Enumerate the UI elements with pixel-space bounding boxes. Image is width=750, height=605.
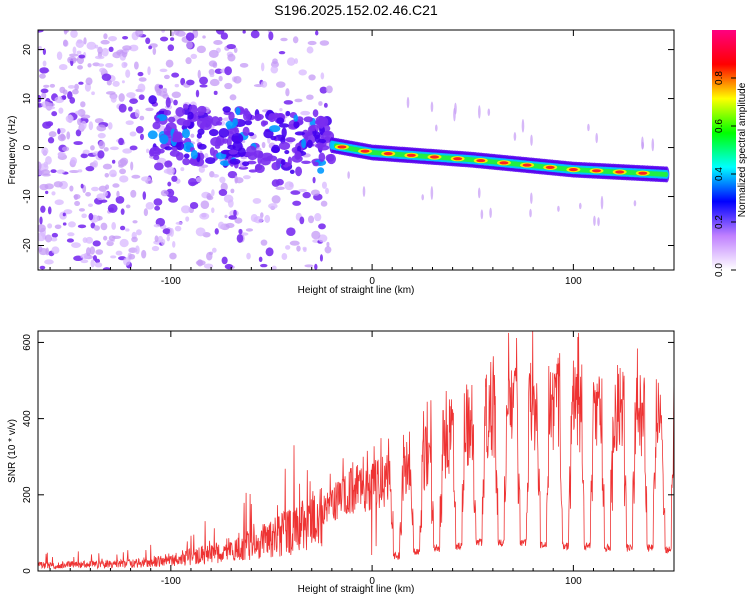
spectrogram-x-label: Height of straight line (km)	[298, 285, 415, 296]
snr-frame	[37, 330, 675, 572]
y-tick-label: 0	[22, 568, 33, 574]
snr-plot-area	[38, 331, 674, 571]
x-tick-label: -100	[161, 576, 181, 587]
y-tick-label: 0	[22, 144, 33, 150]
colorbar-gradient	[712, 30, 736, 270]
x-tick-label: 0	[369, 276, 375, 287]
y-tick-label: 10	[22, 93, 33, 105]
figure-title: S196.2025.152.02.46.C21	[274, 2, 438, 18]
y-tick-label: -10	[22, 189, 33, 204]
colorbar: 0.0 0.2 0.4 0.6 0.8 Normalized spectral ampl…	[712, 30, 748, 277]
colorbar-label: Normalized spectral amplitude	[737, 82, 748, 217]
spectrogram-y-ticks: -20 -10 0 10 20	[22, 44, 674, 253]
y-tick-label: 20	[22, 44, 33, 56]
y-tick-label: -20	[22, 238, 33, 253]
x-tick-label: 0	[369, 576, 375, 587]
snr-y-label: SNR (10 * v/v)	[7, 419, 18, 483]
colorbar-ticks: 0.0 0.2 0.4 0.6 0.8	[714, 71, 736, 277]
spectrogram-frame	[37, 29, 675, 271]
y-tick-label: 600	[22, 334, 33, 351]
colorbar-tick-label: 0.8	[714, 71, 725, 85]
snr-series-line	[38, 331, 674, 570]
colorbar-tick-label: 0.4	[714, 167, 725, 181]
x-tick-label: -100	[161, 276, 181, 287]
snr-panel: -100 0 100 0 200 400 600 Height of straight l…	[7, 330, 675, 595]
spectrogram-y-label: Frequency (Hz)	[7, 116, 18, 185]
spectrogram-heatmap	[38, 30, 670, 270]
y-tick-label: 200	[22, 486, 33, 503]
spectrogram-x-ticks: -100 0 100	[49, 30, 675, 287]
y-tick-label: 400	[22, 410, 33, 427]
colorbar-tick-label: 0.2	[714, 215, 725, 229]
snr-x-label: Height of straight line (km)	[298, 584, 415, 595]
x-tick-label: 100	[565, 276, 582, 287]
x-tick-label: 100	[565, 576, 582, 587]
colorbar-tick-label: 0.0	[714, 263, 725, 277]
snr-y-ticks: 0 200 400 600	[22, 334, 674, 574]
colorbar-tick-label: 0.6	[714, 119, 725, 133]
